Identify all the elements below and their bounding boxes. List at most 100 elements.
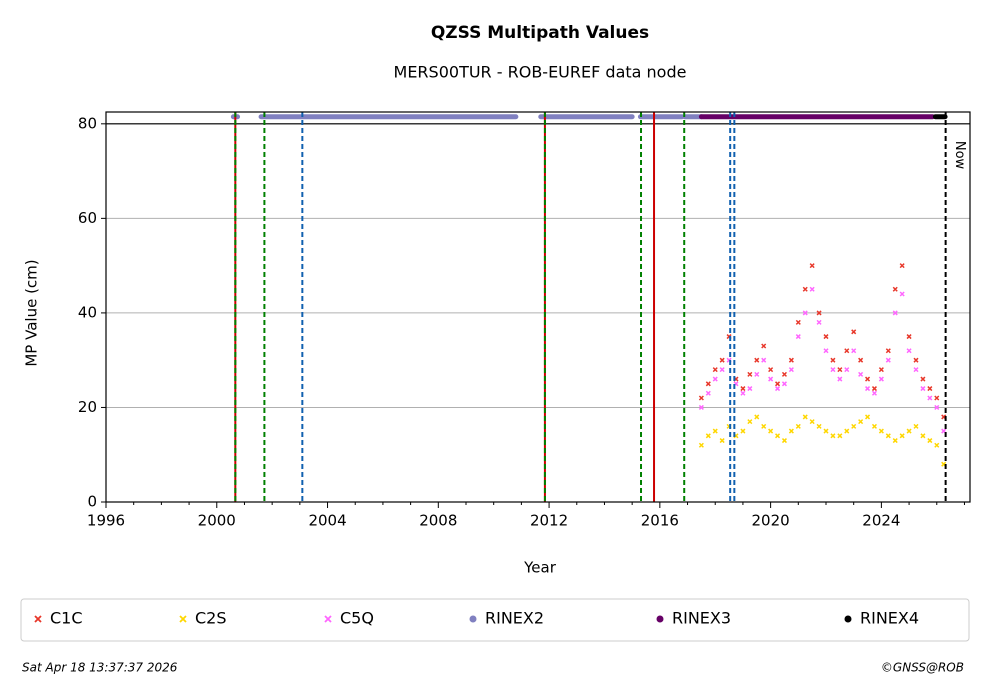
data-point <box>892 286 898 292</box>
data-point <box>899 433 905 439</box>
data-point <box>740 390 746 396</box>
data-point <box>809 263 815 269</box>
data-point <box>775 433 781 439</box>
data-point <box>830 367 836 373</box>
series-c1c <box>698 263 947 420</box>
data-point <box>865 386 871 392</box>
data-point <box>844 348 850 354</box>
legend-marker <box>844 615 852 623</box>
data-point <box>698 442 704 448</box>
data-point <box>795 334 801 340</box>
data-point <box>768 428 774 434</box>
legend-label: RINEX3 <box>672 609 731 628</box>
legend-box <box>20 598 970 642</box>
legend-label: C1C <box>50 609 83 628</box>
series-c2s <box>698 414 947 467</box>
data-point <box>830 357 836 363</box>
data-point <box>788 357 794 363</box>
series-c5q <box>698 286 947 434</box>
data-point <box>761 357 767 363</box>
y-axis-label: MP Value (cm) <box>23 259 41 366</box>
x-tick-label: 2000 <box>198 512 236 530</box>
data-point <box>851 329 857 335</box>
data-point <box>795 319 801 325</box>
data-point <box>934 404 940 410</box>
data-point <box>906 428 912 434</box>
data-point <box>837 433 843 439</box>
data-point <box>719 367 725 373</box>
data-point <box>823 348 829 354</box>
data-point <box>878 367 884 373</box>
plot-frame <box>105 111 971 503</box>
data-point <box>871 390 877 396</box>
x-tick-label: 2024 <box>862 512 900 530</box>
data-point <box>920 386 926 392</box>
data-point <box>712 428 718 434</box>
footer-credit: ©GNSS@ROB <box>881 661 964 675</box>
data-point <box>775 386 781 392</box>
data-point <box>781 438 787 444</box>
data-point <box>913 357 919 363</box>
data-point <box>747 371 753 377</box>
x-tick-label: 2012 <box>530 512 568 530</box>
data-point <box>885 433 891 439</box>
data-point <box>802 414 808 420</box>
data-point <box>740 428 746 434</box>
data-point <box>823 428 829 434</box>
data-point <box>892 310 898 316</box>
x-tick-label: 2008 <box>419 512 457 530</box>
data-point <box>802 310 808 316</box>
data-point <box>844 428 850 434</box>
data-point <box>705 381 711 387</box>
footer-date: Sat Apr 18 13:37:37 2026 <box>22 661 178 675</box>
data-point <box>906 348 912 354</box>
y-tick-label: 40 <box>78 303 97 321</box>
data-point <box>865 376 871 382</box>
data-point <box>740 386 746 392</box>
legend-label: RINEX2 <box>485 609 544 628</box>
data-point <box>913 367 919 373</box>
data-point <box>705 433 711 439</box>
legend-label: C5Q <box>340 609 374 628</box>
chart-subtitle: MERS00TUR - ROB-EUREF data node <box>394 63 687 82</box>
data-point <box>747 386 753 392</box>
legend-marker <box>324 615 332 623</box>
data-point <box>788 367 794 373</box>
y-tick-label: 0 <box>87 493 97 511</box>
data-point <box>858 371 864 377</box>
data-point <box>885 357 891 363</box>
data-point <box>858 419 864 425</box>
data-point <box>927 438 933 444</box>
data-point <box>705 390 711 396</box>
data-point <box>747 419 753 425</box>
x-tick-label: 2020 <box>752 512 790 530</box>
y-tick-label: 20 <box>78 398 97 416</box>
legend-marker <box>469 615 477 623</box>
data-point <box>878 428 884 434</box>
data-point <box>816 310 822 316</box>
now-annotation: Now <box>952 141 967 170</box>
data-point <box>920 433 926 439</box>
x-tick-label: 2016 <box>641 512 679 530</box>
data-point <box>899 263 905 269</box>
x-axis-label: Year <box>523 559 557 577</box>
data-point <box>885 348 891 354</box>
data-point <box>816 423 822 429</box>
data-point <box>754 357 760 363</box>
x-tick-label: 2004 <box>308 512 346 530</box>
legend-marker <box>34 615 42 623</box>
data-point <box>927 395 933 401</box>
legend-label: C2S <box>195 609 227 628</box>
data-point <box>754 371 760 377</box>
data-point <box>761 343 767 349</box>
data-point <box>795 423 801 429</box>
data-point <box>823 334 829 340</box>
data-point <box>878 376 884 382</box>
data-point <box>768 367 774 373</box>
data-point <box>858 357 864 363</box>
data-point <box>906 334 912 340</box>
chart-title: QZSS Multipath Values <box>431 23 649 43</box>
data-point <box>809 419 815 425</box>
data-point <box>775 381 781 387</box>
